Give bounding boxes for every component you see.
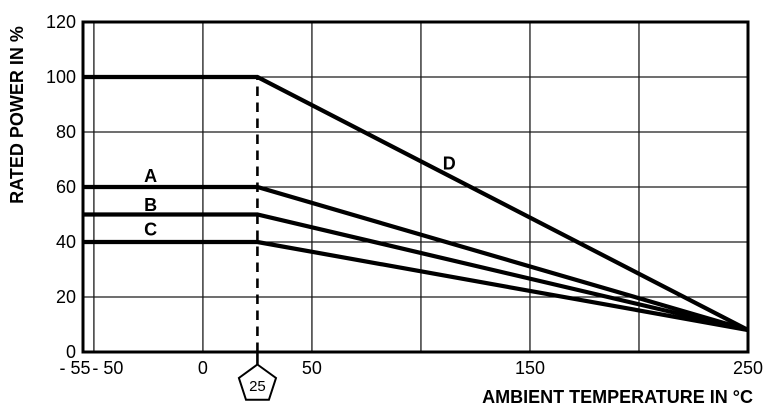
y-tick-label: 120 bbox=[46, 12, 76, 32]
x-tick-label: - 55 bbox=[59, 358, 90, 378]
series-label-A: A bbox=[144, 166, 157, 186]
x-axis-title: AMBIENT TEMPERATURE IN °C bbox=[482, 387, 753, 407]
x-tick-label: 50 bbox=[302, 358, 322, 378]
data-series: ABC D bbox=[83, 74, 749, 333]
series-label-D: D bbox=[443, 154, 456, 174]
y-tick-label: 0 bbox=[66, 342, 76, 362]
frame-rect bbox=[81, 20, 750, 354]
series-label-C: C bbox=[144, 220, 157, 240]
x-tick-label: - 50 bbox=[92, 358, 123, 378]
series-line-B bbox=[83, 212, 749, 333]
x-tick-label: 150 bbox=[515, 358, 545, 378]
y-tick-label: 20 bbox=[56, 287, 76, 307]
y-tick-label: 80 bbox=[56, 122, 76, 142]
series-label-B: B bbox=[144, 195, 157, 215]
series-line-C bbox=[83, 239, 749, 333]
series-line-A bbox=[83, 184, 749, 333]
y-tick-label: 40 bbox=[56, 232, 76, 252]
y-tick-label: 60 bbox=[56, 177, 76, 197]
y-tick-label: 100 bbox=[46, 67, 76, 87]
x-tick-label: 0 bbox=[198, 358, 208, 378]
y-tick-labels: 0 20 40 60 80 100 120 bbox=[46, 12, 76, 362]
x-tick-labels: - 55- 50 0 50 150 250 bbox=[59, 358, 763, 378]
temp-25-marker: 25 bbox=[237, 352, 278, 401]
plot-frame bbox=[81, 20, 750, 354]
series-line-D bbox=[83, 74, 749, 332]
y-axis-title: RATED POWER IN % bbox=[7, 26, 27, 204]
pentagon-icon bbox=[237, 363, 278, 401]
marker-label-25: 25 bbox=[249, 378, 266, 395]
x-tick-label: 250 bbox=[733, 358, 763, 378]
